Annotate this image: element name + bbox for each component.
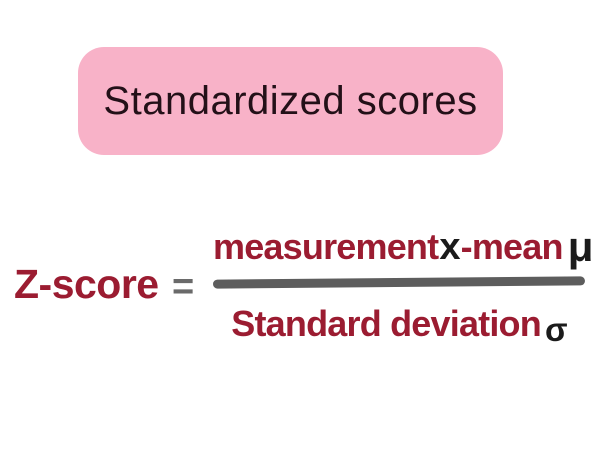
formula-numerator: measurementx-mean μ <box>213 224 593 268</box>
title-badge: Standardized scores <box>78 47 503 155</box>
mu-symbol: μ <box>567 223 594 270</box>
formula-denominator: Standard deviation σ <box>213 303 585 347</box>
measurement-label: measurement <box>213 226 439 267</box>
equals-sign: = <box>172 266 195 308</box>
formula-lhs: Z-score <box>14 261 159 307</box>
x-symbol: x <box>439 226 460 268</box>
title-text: Standardized scores <box>103 78 478 123</box>
mean-label: -mean <box>460 226 564 267</box>
sigma-symbol: σ <box>544 311 568 348</box>
standard-deviation-label: Standard deviation <box>231 303 541 344</box>
fraction-bar <box>212 276 586 289</box>
